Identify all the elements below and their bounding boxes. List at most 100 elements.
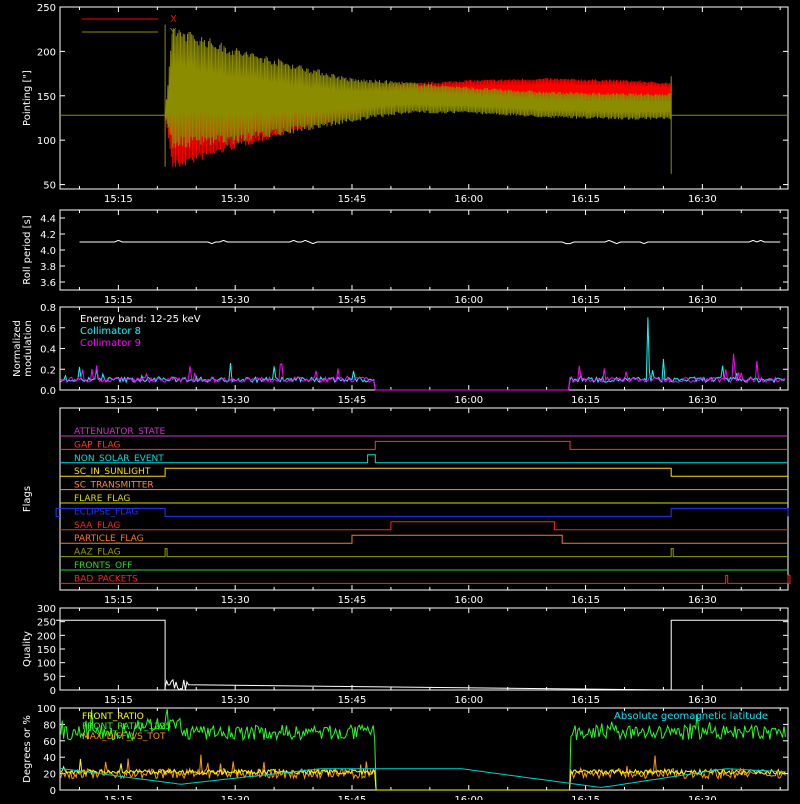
y-tick-label: 40 [43,753,56,764]
flag-line-gap-flag [60,440,788,450]
x-tick-label: 15:30 [221,194,250,205]
flag-label-sc-in-sunlight: SC_IN_SUNLIGHT [74,467,151,477]
flag-line-bad-packets [60,574,791,584]
flag-label-sc-transmitter: SC_TRANSMITTER [74,481,154,491]
y-tick-label: 200 [37,47,56,58]
flag-label-flare-flag: FLARE_FLAG [74,494,130,504]
latitude-label: Absolute geomagnetic latitude [614,711,768,722]
x-tick-label: 15:30 [221,295,250,306]
x-tick-label: 16:15 [571,395,600,406]
y-tick-label: 0.4 [40,345,56,356]
x-tick-label: 15:45 [338,194,367,205]
y-tick-label: 4.0 [40,246,56,257]
x-tick-label: 16:30 [688,194,717,205]
y-tick-label: 20 [43,770,56,781]
x-tick-label: 15:45 [338,795,367,800]
legend-label-collimator-8: Collimator 8 [80,326,141,337]
y-tick-label: 250 [37,3,56,14]
x-tick-label: 16:30 [688,695,717,706]
x-tick-label: 16:15 [571,295,600,306]
series-geomagnetic-latitude [60,768,785,788]
x-tick-label: 15:45 [338,595,367,606]
y-axis-label: Flags [22,486,33,512]
y-axis-label: Pointing ["] [22,70,33,126]
x-tick-label: 16:30 [688,595,717,606]
x-tick-label: 16:15 [571,695,600,706]
legend-label-collimator-9: Collimator 9 [80,338,141,349]
y-tick-label: 0.6 [40,324,56,335]
y-tick-label: 4.2 [40,230,56,241]
flag-label-bad-packets: BAD_PACKETS [74,574,138,584]
legend-label-x: X [170,14,177,25]
x-tick-label: 15:45 [338,395,367,406]
x-tick-label: 15:15 [104,595,133,606]
x-tick-label: 16:30 [688,295,717,306]
y-tick-label: 0 [50,686,56,697]
quality-segment [670,619,788,690]
x-tick-label: 16:30 [688,795,717,800]
x-tick-label: 15:15 [104,395,133,406]
x-tick-label: 15:45 [338,295,367,306]
x-tick-label: 16:00 [454,194,483,205]
series-collimator-9 [60,353,786,391]
quality-segment [56,619,166,690]
x-tick-label: 16:00 [454,695,483,706]
flag-label-particle-flag: PARTICLE_FLAG [74,534,144,544]
flag-label-attenuator-state: ATTENUATOR_STATE [74,427,166,437]
panel-frame [59,209,789,291]
y-tick-label: 100 [37,704,56,715]
x-tick-label: 16:00 [454,295,483,306]
flag-line-eclipse-flag [55,507,789,517]
y-tick-label: 3.6 [40,278,56,289]
y-tick-label: 50 [43,181,56,192]
y-tick-label: 60 [43,737,56,748]
y-tick-label: 300 [37,604,56,615]
flag-line-non-solar-event [60,454,788,464]
y-tick-label: 0 [50,786,56,797]
flag-label-non-solar-event: NON_SOLAR_EVENT [74,454,164,464]
y-axis-label: Degrees or % [22,715,33,783]
flag-label-eclipse-flag: ECLIPSE_FLAG [74,507,138,517]
flag-label-aaz-flag: AAZ_FLAG [74,548,121,558]
flag-label-saa-flag: SAA_FLAG [74,521,120,531]
flag-line-aaz-flag [60,548,788,558]
x-tick-label: 16:00 [454,795,483,800]
y-tick-label: 0.2 [40,365,56,376]
flag-label-fronts-off: FRONTS_OFF [74,561,132,571]
flag-line-particle-flag [60,534,788,544]
x-tick-label: 16:15 [571,795,600,800]
y-tick-label: 150 [37,645,56,656]
x-tick-label: 15:15 [104,795,133,800]
panel-4: 15:15 15:30 15:45 16:00 16:15 16:30 Flags ATTEN… [22,407,791,606]
x-tick-label: 15:45 [338,695,367,706]
x-tick-label: 15:15 [104,295,133,306]
y-axis-label: Roll period [s] [22,215,33,284]
y-tick-label: 250 [37,618,56,629]
panel-5: 15:15 15:30 15:45 16:00 16:15 16:30 0 50 100 150 2… [22,604,789,706]
x-tick-label: 15:15 [104,194,133,205]
panel-3: 15:15 15:30 15:45 16:00 16:15 16:30 0.0 0.2 0.4 0… [12,303,789,406]
series-y [164,28,672,148]
legend-label-max-diff-vs-tot: MAX_DIFF_VS_TOT [82,732,166,742]
panel-2: 15:15 15:30 15:45 16:00 16:15 16:30 3.6 3.8 4.0 4… [22,209,789,306]
series-front-ratio [60,758,786,791]
y-tick-label: 0.0 [40,386,56,397]
x-tick-label: 15:30 [221,695,250,706]
x-tick-label: 16:15 [571,595,600,606]
x-tick-label: 15:15 [104,695,133,706]
y-tick-label: 50 [43,672,56,683]
flag-label-gap-flag: GAP_FLAG [74,440,120,450]
y-tick-label: 100 [37,659,56,670]
series-roll-period [79,239,781,245]
x-tick-label: 15:30 [221,595,250,606]
y-tick-label: 80 [43,720,56,731]
energy-band-label: Energy band: 12-25 keV [80,314,201,325]
legend-label-front-ratio-1225: FRONT_RATIO_1225 [82,722,171,732]
y-axis-label: Normalized [12,320,23,377]
y-tick-label: 150 [37,92,56,103]
y-tick-label: 4.4 [40,214,56,225]
x-tick-label: 16:00 [454,595,483,606]
panel-1: 15:15 15:30 15:45 16:00 16:15 16:30 50 100 150 20… [22,3,789,205]
